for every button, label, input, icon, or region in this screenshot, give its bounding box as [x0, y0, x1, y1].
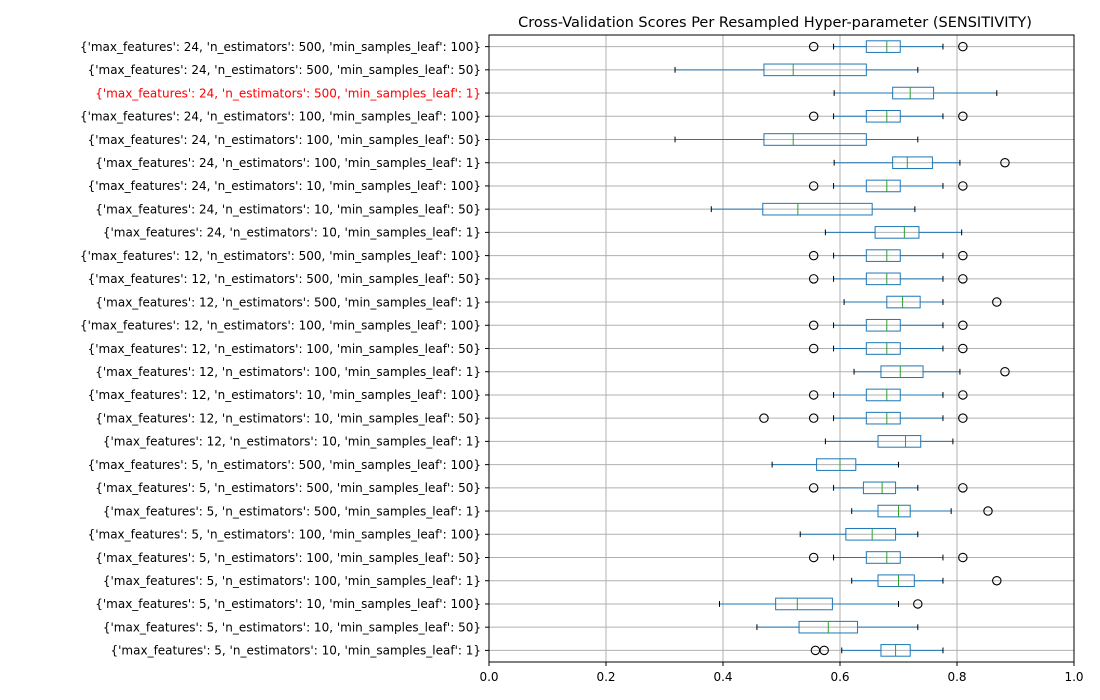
y-tick-label: {'max_features': 5, 'n_estimators': 500,…	[103, 504, 481, 518]
outlier-point	[1000, 366, 1010, 377]
outlier-point	[808, 41, 819, 52]
outlier-point	[808, 274, 819, 284]
y-tick-label: {'max_features': 5, 'n_estimators': 100,…	[88, 528, 481, 542]
y-tick-label: {'max_features': 24, 'n_estimators': 100…	[88, 133, 481, 147]
outlier-point	[983, 506, 993, 516]
x-tick-label: 0.6	[830, 670, 849, 684]
box	[865, 318, 901, 332]
outlier-point	[819, 645, 829, 656]
outlier-point	[958, 413, 968, 423]
outlier-point	[958, 390, 968, 400]
box	[877, 435, 922, 448]
outlier-point	[808, 483, 819, 493]
outlier-point	[958, 483, 968, 493]
box	[886, 295, 921, 309]
outlier-point	[913, 599, 923, 609]
outlier-point	[808, 552, 819, 563]
y-tick-label: {'max_features': 24, 'n_estimators': 10,…	[88, 179, 481, 193]
x-tick-layer: 0.0 0.2 0.4 0.6 0.8 1.0	[479, 662, 1084, 684]
y-tick-label: {'max_features': 24, 'n_estimators': 100…	[80, 110, 481, 124]
box	[877, 574, 915, 588]
y-tick-label: {'max_features': 12, 'n_estimators': 100…	[95, 365, 481, 379]
x-tick-label: 0.2	[596, 670, 615, 684]
outlier-point	[992, 575, 1002, 586]
box	[865, 272, 901, 286]
y-tick-label: {'max_features': 12, 'n_estimators': 500…	[95, 295, 481, 309]
outlier-point	[808, 181, 819, 191]
box	[865, 411, 901, 425]
outlier-point	[958, 274, 968, 284]
y-tick-label: {'max_features': 12, 'n_estimators': 100…	[80, 319, 481, 333]
box	[865, 388, 901, 402]
y-tick-label: {'max_features': 5, 'n_estimators': 10, …	[110, 644, 481, 658]
outlier-point	[808, 250, 819, 261]
outlier-point	[958, 181, 968, 191]
outlier-point	[958, 41, 968, 52]
outlier-point	[808, 413, 819, 423]
box	[865, 551, 901, 564]
y-tick-label: {'max_features': 24, 'n_estimators': 10,…	[103, 226, 481, 240]
y-tick-label: {'max_features': 24, 'n_estimators': 500…	[88, 63, 481, 77]
plot-layer	[674, 40, 1010, 657]
y-tick-label: {'max_features': 12, 'n_estimators': 10,…	[88, 388, 481, 402]
outlier-point	[958, 250, 968, 261]
box	[816, 458, 857, 471]
box	[874, 226, 920, 239]
x-tick-label: 0.0	[479, 670, 498, 684]
x-tick-label: 0.8	[947, 670, 966, 684]
chart-title: Cross-Validation Scores Per Resampled Hy…	[518, 15, 1032, 31]
y-tick-label: {'max_features': 12, 'n_estimators': 10,…	[95, 411, 481, 425]
box	[865, 109, 901, 123]
outlier-point	[759, 413, 769, 423]
box	[865, 342, 901, 355]
box	[845, 527, 897, 541]
outlier-point	[808, 343, 819, 354]
y-tick-label: {'max_features': 24, 'n_estimators': 10,…	[95, 202, 481, 216]
box	[877, 504, 911, 518]
y-tick-label: {'max_features': 5, 'n_estimators': 500,…	[88, 458, 481, 472]
outlier-point	[992, 297, 1002, 307]
y-tick-label: {'max_features': 12, 'n_estimators': 500…	[80, 249, 481, 263]
box	[892, 86, 935, 100]
y-tick-label: {'max_features': 24, 'n_estimators': 500…	[95, 86, 481, 100]
y-tick-label: {'max_features': 12, 'n_estimators': 500…	[88, 272, 481, 286]
y-tick-label: {'max_features': 5, 'n_estimators': 100,…	[95, 551, 481, 565]
box	[865, 40, 901, 53]
outlier-point	[1000, 157, 1010, 168]
box	[865, 249, 901, 262]
y-tick-label: {'max_features': 5, 'n_estimators': 100,…	[103, 574, 481, 588]
outlier-point	[808, 320, 819, 331]
box	[865, 179, 901, 193]
y-tick-label: {'max_features': 24, 'n_estimators': 500…	[80, 40, 481, 54]
y-tick-label: {'max_features': 5, 'n_estimators': 10, …	[95, 597, 481, 611]
box	[880, 365, 924, 379]
grid-layer	[488, 35, 1075, 662]
outlier-point	[958, 343, 968, 354]
box	[763, 63, 867, 77]
y-tick-label: {'max_features': 12, 'n_estimators': 100…	[88, 342, 481, 356]
outlier-point	[808, 111, 819, 122]
x-tick-label: 0.4	[713, 670, 732, 684]
outlier-point	[808, 390, 819, 400]
outlier-point	[958, 111, 968, 122]
box	[892, 156, 933, 170]
y-tick-label: {'max_features': 24, 'n_estimators': 100…	[95, 156, 481, 170]
y-tick-label: {'max_features': 5, 'n_estimators': 10, …	[103, 620, 481, 634]
box	[862, 481, 897, 495]
y-tick-label: {'max_features': 5, 'n_estimators': 500,…	[95, 481, 481, 495]
box	[762, 202, 873, 216]
y-tick-layer: {'max_features': 24, 'n_estimators': 500…	[80, 40, 489, 658]
outlier-point	[958, 552, 968, 563]
box	[775, 597, 833, 611]
box	[763, 133, 867, 146]
outlier-point	[958, 320, 968, 331]
y-tick-label: {'max_features': 12, 'n_estimators': 10,…	[103, 435, 481, 449]
x-tick-label: 1.0	[1064, 670, 1083, 684]
